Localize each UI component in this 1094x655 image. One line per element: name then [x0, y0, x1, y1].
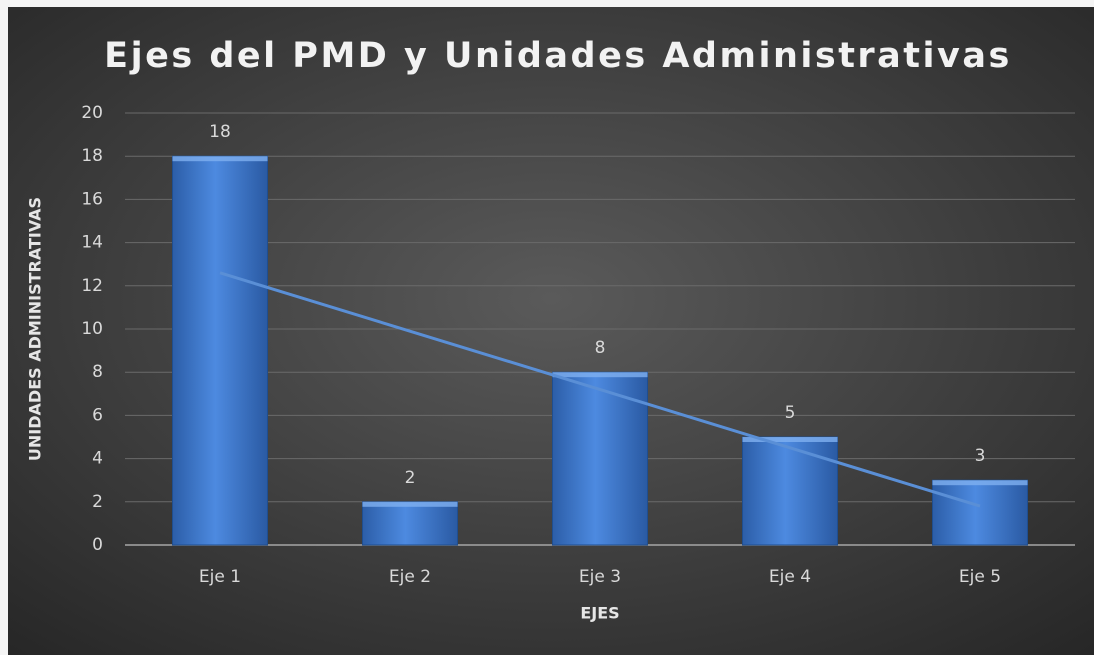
y-tick-label: 14 — [81, 233, 103, 253]
y-tick-label: 16 — [81, 189, 103, 209]
y-tick-label: 20 — [81, 103, 103, 123]
bar-highlight — [552, 372, 648, 378]
bar-highlight — [172, 156, 268, 162]
bar — [172, 155, 268, 546]
x-tick-label: Eje 4 — [769, 567, 811, 587]
background — [8, 7, 1094, 655]
bar — [932, 479, 1028, 546]
data-label: 18 — [209, 122, 231, 142]
x-tick-label: Eje 5 — [959, 567, 1001, 587]
bar — [742, 436, 838, 546]
x-tick-label: Eje 1 — [199, 567, 241, 587]
y-tick-label: 6 — [92, 405, 103, 425]
chart: Ejes del PMD y Unidades Administrativas … — [8, 7, 1094, 655]
data-label: 3 — [975, 446, 986, 466]
y-tick-label: 10 — [81, 319, 103, 339]
chart-title: Ejes del PMD y Unidades Administrativas — [104, 36, 1012, 76]
y-tick-label: 12 — [81, 276, 103, 296]
y-tick-label: 0 — [92, 535, 103, 555]
y-tick-label: 2 — [92, 492, 103, 512]
x-tick-label: Eje 3 — [579, 567, 621, 587]
y-tick-label: 8 — [92, 362, 103, 382]
y-tick-label: 4 — [92, 449, 103, 469]
bar — [552, 371, 648, 546]
trend-line — [219, 271, 981, 508]
bar-highlight — [932, 480, 1028, 486]
data-label: 8 — [595, 338, 606, 358]
y-tick-label: 18 — [81, 146, 103, 166]
bar — [362, 501, 458, 546]
x-tick-label: Eje 2 — [389, 567, 431, 587]
data-label: 2 — [405, 468, 416, 488]
x-axis-title: EJES — [580, 604, 619, 623]
bar-highlight — [742, 437, 838, 442]
bar-highlight — [362, 501, 458, 507]
y-axis-title: UNIDADES ADMINISTRATIVAS — [26, 197, 45, 461]
data-label: 5 — [785, 403, 796, 423]
